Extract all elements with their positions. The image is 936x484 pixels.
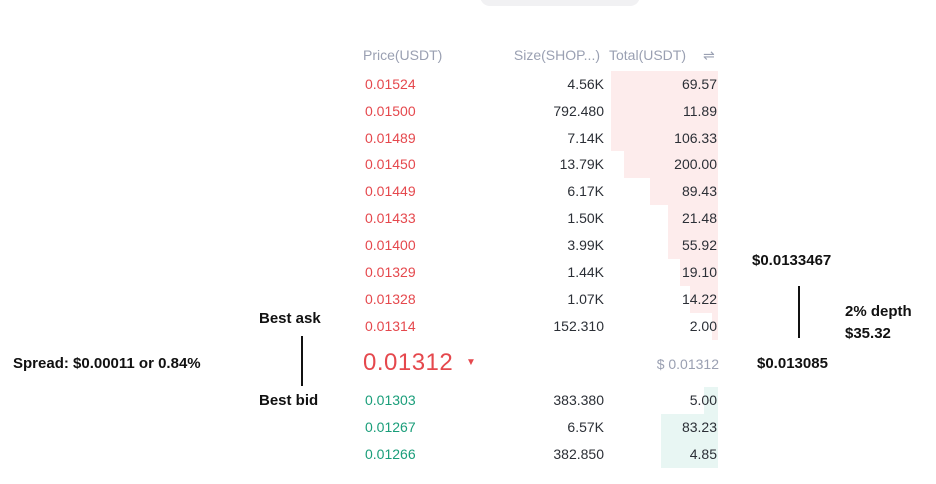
bid-price: 0.01267: [365, 419, 416, 435]
bid-price: 0.01266: [365, 446, 416, 462]
ask-size: 1.44K: [567, 264, 604, 280]
bid-total: 4.85: [689, 446, 717, 462]
ask-row[interactable]: 0.01328 1.07K 14.22: [360, 286, 720, 313]
down-arrow-icon: ▼: [466, 357, 476, 368]
ask-price: 0.01450: [365, 156, 416, 172]
ask-total: 21.48: [681, 210, 717, 226]
ask-row[interactable]: 0.01449 6.17K 89.43: [360, 178, 720, 205]
bid-total: 83.23: [681, 419, 717, 435]
bid-size: 6.57K: [567, 419, 604, 435]
ask-size: 6.17K: [567, 183, 604, 199]
bid-price: 0.01303: [365, 392, 416, 408]
ask-price: 0.01400: [365, 237, 416, 253]
ask-row[interactable]: 0.01500 792.480 11.89: [360, 98, 720, 125]
spread-bracket-line: [301, 336, 303, 386]
ask-size: 7.14K: [567, 130, 604, 146]
ask-row[interactable]: 0.01400 3.99K 55.92: [360, 232, 720, 259]
price-column-header: Price(USDT): [363, 47, 443, 63]
ask-size: 152.310: [553, 318, 604, 334]
ask-size: 13.79K: [559, 156, 604, 172]
bid-depth-bar: [661, 441, 718, 468]
ask-price: 0.01328: [365, 291, 416, 307]
ask-size: 1.07K: [567, 291, 604, 307]
best-ask-annotation: Best ask: [259, 310, 321, 327]
ask-price: 0.01314: [365, 318, 416, 334]
ask-row[interactable]: 0.01329 1.44K 19.10: [360, 259, 720, 286]
ask-row[interactable]: 0.01489 7.14K 106.33: [360, 125, 720, 152]
bid-size: 382.850: [553, 446, 604, 462]
ask-depth-bar: [712, 313, 718, 340]
bid-row[interactable]: 0.01267 6.57K 83.23: [360, 414, 720, 441]
bid-depth-bar: [704, 387, 718, 414]
depth-label: 2% depth: [845, 303, 912, 320]
ask-size: 1.50K: [567, 210, 604, 226]
size-column-header: Size(SHOP...): [513, 47, 600, 63]
ask-depth-bar: [650, 178, 718, 205]
ask-row[interactable]: 0.01450 13.79K 200.00: [360, 151, 720, 178]
ask-price: 0.01524: [365, 76, 416, 92]
ask-row[interactable]: 0.01433 1.50K 21.48: [360, 205, 720, 232]
ask-total: 55.92: [681, 237, 717, 253]
ask-total: 106.33: [674, 130, 717, 146]
ask-total: 89.43: [681, 183, 717, 199]
ask-price: 0.01329: [365, 264, 416, 280]
ask-size: 3.99K: [567, 237, 604, 253]
ask-total: 2.00: [689, 318, 717, 334]
total-column-header: Total(USDT): [609, 47, 687, 63]
ask-depth-bar: [611, 71, 718, 151]
ask-depth-bar: [624, 151, 718, 178]
bid-total: 5.00: [689, 392, 717, 408]
bid-row[interactable]: 0.01303 383.380 5.00: [360, 387, 720, 414]
depth-bracket-line: [798, 286, 800, 338]
ask-depth-bar: [668, 232, 718, 259]
top-tab-pill[interactable]: [480, 0, 640, 6]
ask-price: 0.01433: [365, 210, 416, 226]
ask-row[interactable]: 0.01524 4.56K 69.57: [360, 71, 720, 98]
upper-price-annotation: $0.0133467: [752, 252, 832, 269]
ask-depth-bar: [668, 205, 718, 232]
bid-depth-bar: [661, 414, 718, 441]
last-price: 0.01312: [363, 349, 454, 376]
bid-row[interactable]: 0.01266 382.850 4.85: [360, 441, 720, 468]
ask-depth-bar: [690, 286, 718, 313]
ask-row[interactable]: 0.01314 152.310 2.00: [360, 313, 720, 340]
ask-total: 19.10: [681, 264, 717, 280]
ask-size: 4.56K: [567, 76, 604, 92]
ask-total: 14.22: [681, 291, 717, 307]
ask-price: 0.01449: [365, 183, 416, 199]
bid-size: 383.380: [553, 392, 604, 408]
ask-price: 0.01500: [365, 103, 416, 119]
ask-total: 200.00: [674, 156, 717, 172]
spread-annotation: Spread: $0.00011 or 0.84%: [13, 355, 201, 372]
ask-total: 69.57: [681, 76, 717, 92]
depth-value: $35.32: [845, 325, 891, 342]
swap-icon[interactable]: ⇌: [703, 47, 715, 63]
lower-price-annotation: $0.013085: [757, 355, 828, 372]
ask-depth-bar: [680, 259, 718, 286]
last-price-usd: $ 0.01312: [656, 356, 719, 372]
ask-price: 0.01489: [365, 130, 416, 146]
best-bid-annotation: Best bid: [259, 392, 319, 409]
ask-size: 792.480: [553, 103, 604, 119]
ask-total: 11.89: [683, 103, 717, 119]
